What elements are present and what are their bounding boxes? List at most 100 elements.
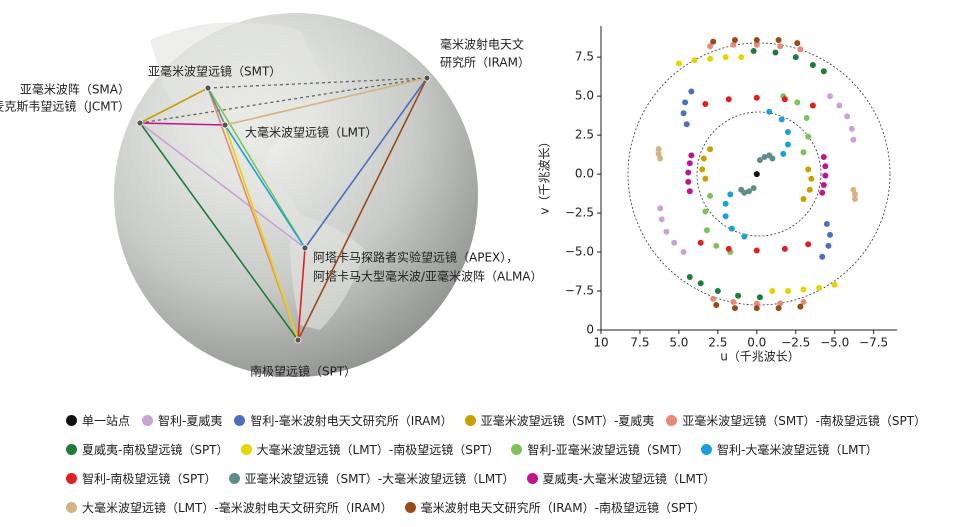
uv-point — [703, 227, 710, 234]
x-tick-label: 5.0 — [669, 336, 688, 350]
legend-swatch — [464, 415, 476, 426]
uv-point — [753, 247, 760, 254]
uv-point — [819, 253, 826, 260]
uv-point — [805, 133, 812, 140]
uv-point — [844, 113, 851, 120]
legend-item: 大毫米波望远镜（LMT）-南极望远镜（SPT） — [240, 441, 499, 458]
legend-label: 大毫米波望远镜（LMT）-毫米波射电天文研究所（IRAM） — [82, 501, 393, 515]
x-tick-label: 10 — [593, 336, 608, 350]
uv-point — [781, 96, 788, 103]
uv-point — [850, 186, 857, 193]
uv-point — [851, 196, 858, 203]
uv-point — [756, 157, 763, 164]
uv-point — [697, 239, 704, 246]
uv-point — [825, 242, 832, 249]
uv-point — [714, 288, 721, 295]
uv-point — [713, 302, 720, 309]
uv-point — [722, 200, 729, 207]
uv-point — [797, 46, 804, 53]
legend: 单一站点 智利-夏威夷 智利-毫米波射电天文研究所（IRAM） 亚毫米波望远镜（SMT… — [66, 406, 956, 522]
uv-point — [722, 54, 729, 61]
station — [221, 121, 229, 129]
legend-item: 大毫米波望远镜（LMT）-毫米波射电天文研究所（IRAM） — [66, 499, 393, 516]
uv-point — [766, 108, 773, 115]
x-tick-label: 7.5 — [630, 336, 649, 350]
y-tick-label: 7.5 — [575, 50, 594, 64]
uv-point — [784, 141, 791, 148]
legend-swatch — [404, 502, 416, 513]
uv-point — [658, 216, 665, 223]
legend-item: 智利-大毫米波望远镜（LMT） — [701, 441, 878, 458]
uv-point — [691, 57, 698, 64]
y-tick-label: −5.0 — [565, 245, 594, 259]
uv-point — [728, 225, 735, 232]
legend-row: 大毫米波望远镜（LMT）-毫米波射电天文研究所（IRAM） 毫米波射电天文研究所（… — [66, 493, 956, 522]
station — [301, 244, 309, 252]
legend-swatch — [526, 473, 538, 484]
uv-point — [686, 273, 693, 280]
uv-point — [808, 175, 815, 182]
uv-point — [702, 208, 709, 215]
baseline — [139, 122, 226, 126]
uv-point — [710, 295, 717, 302]
legend-row: 智利-南极望远镜（SPT） 亚毫米波望远镜（SMT）-大毫米波望远镜（LMT） 夏威… — [66, 464, 956, 493]
uv-point — [680, 249, 687, 256]
uv-point — [806, 186, 813, 193]
uv-point — [756, 294, 763, 301]
x-tick-label: −7.5 — [859, 336, 888, 350]
uv-point — [731, 305, 738, 312]
station-label: 毫米波射电天文 — [440, 37, 524, 52]
uv-point — [777, 43, 784, 50]
uv-point — [769, 288, 776, 295]
baseline — [139, 87, 209, 124]
legend-label: 夏威夷-南极望远镜（SPT） — [82, 443, 229, 457]
y-tick-label: 2.5 — [575, 128, 594, 142]
uv-point — [746, 188, 752, 195]
uv-point — [688, 88, 695, 95]
uv-point — [730, 298, 737, 305]
uv-point — [848, 125, 855, 132]
reference-circle — [696, 111, 822, 237]
legend-swatch — [228, 473, 240, 484]
uv-point — [683, 121, 690, 128]
x-tick-label: 0.0 — [747, 336, 766, 350]
legend-label: 亚毫米波望远镜（SMT）-夏威夷 — [480, 414, 655, 428]
uv-point — [655, 150, 662, 157]
uv-point — [741, 233, 748, 240]
uv-point — [675, 60, 682, 67]
uv-point — [820, 68, 827, 75]
uv-point — [702, 100, 709, 107]
baseline — [224, 124, 306, 249]
legend-item: 智利-夏威夷 — [142, 412, 222, 429]
legend-swatch — [240, 444, 252, 455]
uv-point — [775, 305, 782, 312]
legend-item: 智利-亚毫米波望远镜（SMT） — [511, 441, 689, 458]
legend-item: 亚毫米波望远镜（SMT）-大毫米波望远镜（LMT） — [228, 470, 515, 487]
uv-point — [809, 102, 816, 109]
legend-swatch — [666, 415, 678, 426]
baseline — [207, 87, 306, 249]
uv-point — [851, 191, 858, 198]
station-label: 研究所（IRAM） — [440, 55, 530, 70]
uv-point — [699, 166, 706, 173]
uv-point — [680, 110, 687, 117]
uv-point — [697, 280, 704, 287]
legend-item: 亚毫米波望远镜（SMT）-南极望远镜（SPT） — [666, 412, 926, 429]
uv-point — [827, 93, 834, 100]
uv-point — [731, 37, 738, 44]
baseline — [224, 77, 428, 126]
uv-point — [809, 61, 816, 68]
uv-point — [727, 191, 734, 198]
station-label: 南极望远镜（SPT） — [250, 364, 356, 379]
legend-label: 智利-大毫米波望远镜（LMT） — [717, 443, 878, 457]
uv-point — [784, 288, 791, 295]
uv-point — [823, 220, 830, 227]
baseline — [207, 87, 226, 126]
uv-point — [800, 286, 807, 293]
uv-point — [769, 155, 776, 162]
uv-point — [775, 37, 782, 44]
uv-point — [822, 163, 829, 170]
baseline — [139, 77, 428, 124]
uv-point — [761, 153, 768, 160]
uv-point — [781, 245, 788, 252]
